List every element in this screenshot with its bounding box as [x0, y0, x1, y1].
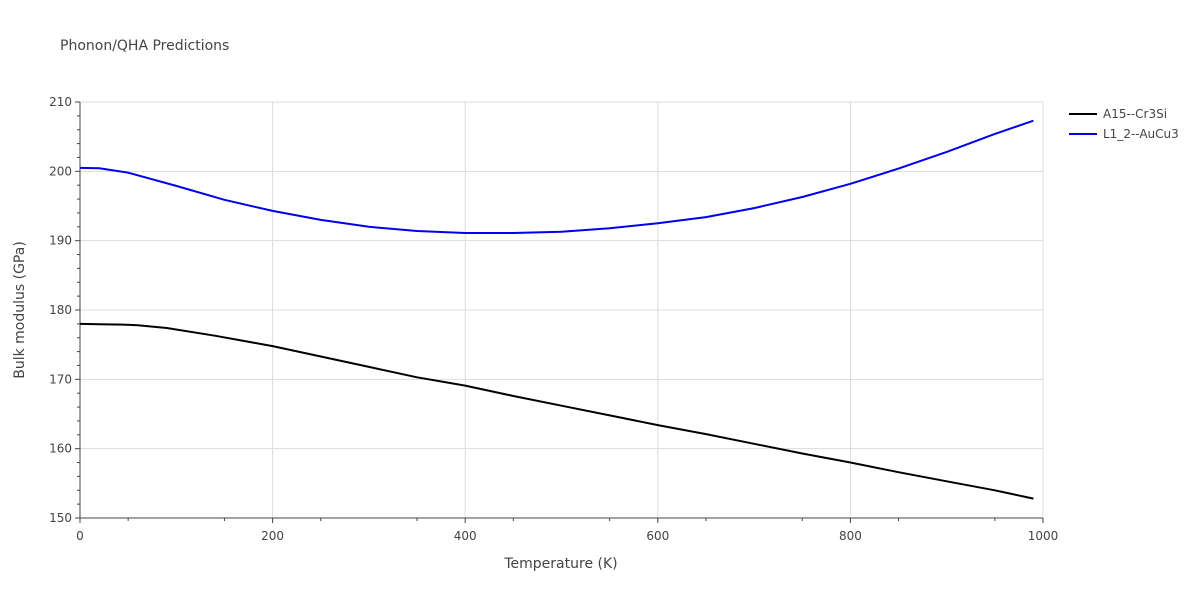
y-tick-label: 160: [49, 442, 72, 456]
y-axis-title: Bulk modulus (GPa): [12, 241, 28, 379]
axes: 0 200 400 600 800 1000 150 160 170 180 190 200 210: [49, 95, 1058, 543]
chart-title: Phonon/QHA Predictions: [60, 38, 229, 54]
y-tick-label: 150: [49, 511, 72, 525]
legend: A15--Cr3Si L1_2--AuCu3: [1069, 107, 1179, 141]
series-layer: [79, 119, 1034, 500]
y-tick-label: 190: [49, 234, 72, 248]
series-line-2: [79, 119, 1034, 234]
series-line-1: [79, 322, 1034, 500]
x-axis-title: Temperature (K): [503, 556, 617, 572]
x-tick-label: 1000: [1028, 529, 1059, 543]
x-tick-label: 600: [646, 529, 669, 543]
grid-layer: [80, 101, 1044, 518]
x-tick-label: 0: [76, 529, 84, 543]
y-tick-label: 180: [49, 303, 72, 317]
x-tick-label: 400: [454, 529, 477, 543]
legend-label-2: L1_2--AuCu3: [1103, 127, 1179, 141]
y-tick-label: 210: [49, 95, 72, 109]
y-tick-label: 200: [49, 164, 72, 178]
y-tick-label: 170: [49, 372, 72, 386]
x-tick-label: 200: [261, 529, 284, 543]
x-tick-label: 800: [839, 529, 862, 543]
legend-label-1: A15--Cr3Si: [1103, 107, 1167, 121]
